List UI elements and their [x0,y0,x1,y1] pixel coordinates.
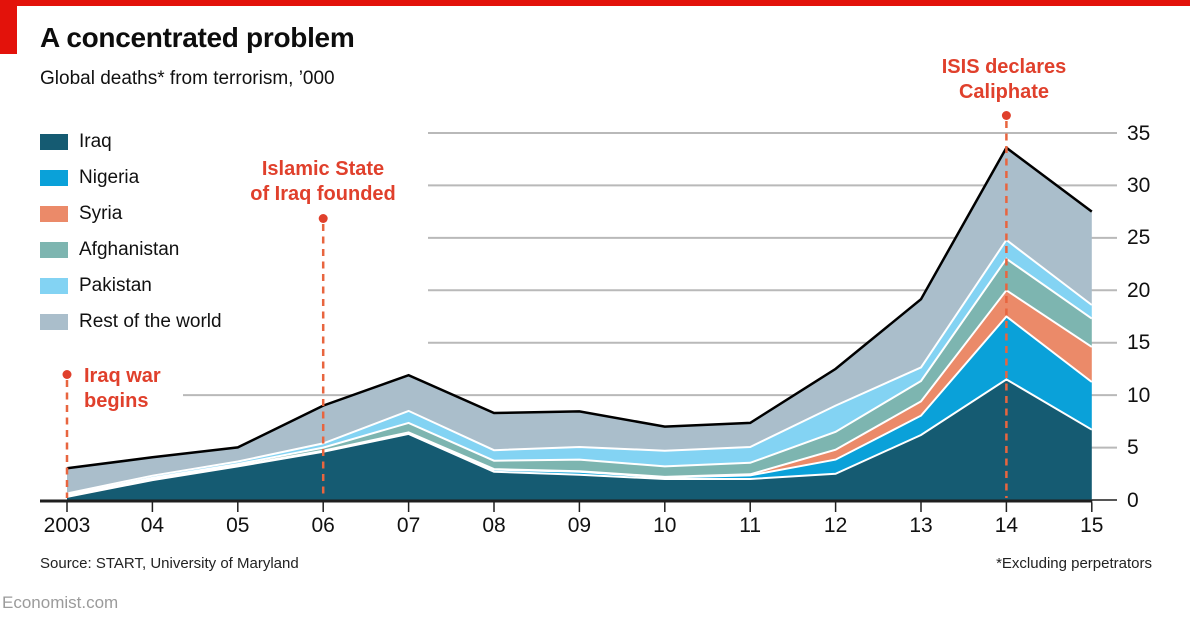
x-axis-label-07: 07 [396,514,421,537]
x-axis-label-2003: 2003 [43,514,91,537]
y-axis-label-30: 30 [1127,173,1151,197]
source-credit: Source: START, University of Maryland [40,555,299,572]
x-axis-label-08: 08 [482,514,506,537]
series-separator [66,257,1093,497]
annotation-isis-declares-caliphate: ISIS declares Caliphate [942,55,1067,105]
x-axis-label-05: 05 [226,514,250,537]
legend-item-pakistan: Pakistan [40,275,222,296]
y-axis-label-10: 10 [1127,383,1151,407]
annotation-dot [318,214,328,223]
x-axis-label-10: 10 [653,514,677,537]
y-axis-label-0: 0 [1127,488,1139,512]
legend-swatch [40,242,68,258]
legend-label: Iraq [79,131,112,152]
legend-swatch [40,134,68,150]
series-separator [66,238,1093,495]
annotation-line: of Iraq founded [250,183,396,205]
y-axis-label-25: 25 [1127,226,1151,250]
economist-red-top-rule [0,0,1190,6]
annotation-islamic-state-founded: Islamic State of Iraq founded [250,157,396,207]
legend-swatch [40,278,68,294]
page-title: A concentrated problem [40,22,355,53]
annotation-line: ISIS declares [941,56,1067,78]
legend-label: Syria [79,203,123,224]
x-axis-label-12: 12 [823,514,848,537]
area-series-iraq [67,379,1092,500]
footnote: *Excluding perpetrators [996,555,1152,572]
annotation-iraq-war-begins: Iraq war begins [84,364,161,414]
legend-item-iraq: Iraq [40,131,222,152]
legend-swatch [40,206,68,222]
legend-item-syria: Syria [40,203,222,224]
economist-red-corner-block [0,0,17,54]
x-axis-label-09: 09 [567,514,592,537]
annotation-line: Islamic State [261,158,385,180]
x-axis-label-13: 13 [909,514,933,537]
economist-com-mark: Economist.com [2,593,119,612]
x-axis-label-14: 14 [994,514,1019,537]
legend-item-rest-of-the-world: Rest of the world [40,311,222,332]
y-axis-label-35: 35 [1127,121,1151,145]
x-axis-label-11: 11 [739,514,762,537]
chart-legend: Iraq Nigeria Syria Afghanistan Pakistan Rest … [40,131,222,348]
legend-swatch [40,170,68,186]
legend-label: Afghanistan [79,239,180,260]
x-axis-label-15: 15 [1080,514,1104,537]
annotation-dot [62,370,72,379]
total-outline [66,145,1093,470]
y-axis-label-15: 15 [1127,331,1151,355]
annotation-line: Caliphate [958,81,1050,103]
legend-item-nigeria: Nigeria [40,167,222,188]
legend-item-afghanistan: Afghanistan [40,239,222,260]
legend-label: Rest of the world [79,311,222,332]
area-series-afghanistan [67,258,1092,497]
annotation-line: Iraq war [84,365,161,387]
annotation-dot [1001,111,1011,120]
annotation-line: begins [84,390,149,412]
x-axis-label-04: 04 [140,514,165,537]
series-separator [66,288,1093,498]
area-series-rest-of-the-world [67,147,1092,494]
y-axis-label-5: 5 [1127,436,1139,460]
x-axis-label-06: 06 [311,514,335,537]
legend-swatch [40,314,68,330]
chart-subtitle: Global deaths* from terrorism, ’000 [40,68,335,89]
legend-label: Nigeria [79,167,140,188]
legend-label: Pakistan [79,275,152,296]
y-axis-label-20: 20 [1127,278,1151,302]
